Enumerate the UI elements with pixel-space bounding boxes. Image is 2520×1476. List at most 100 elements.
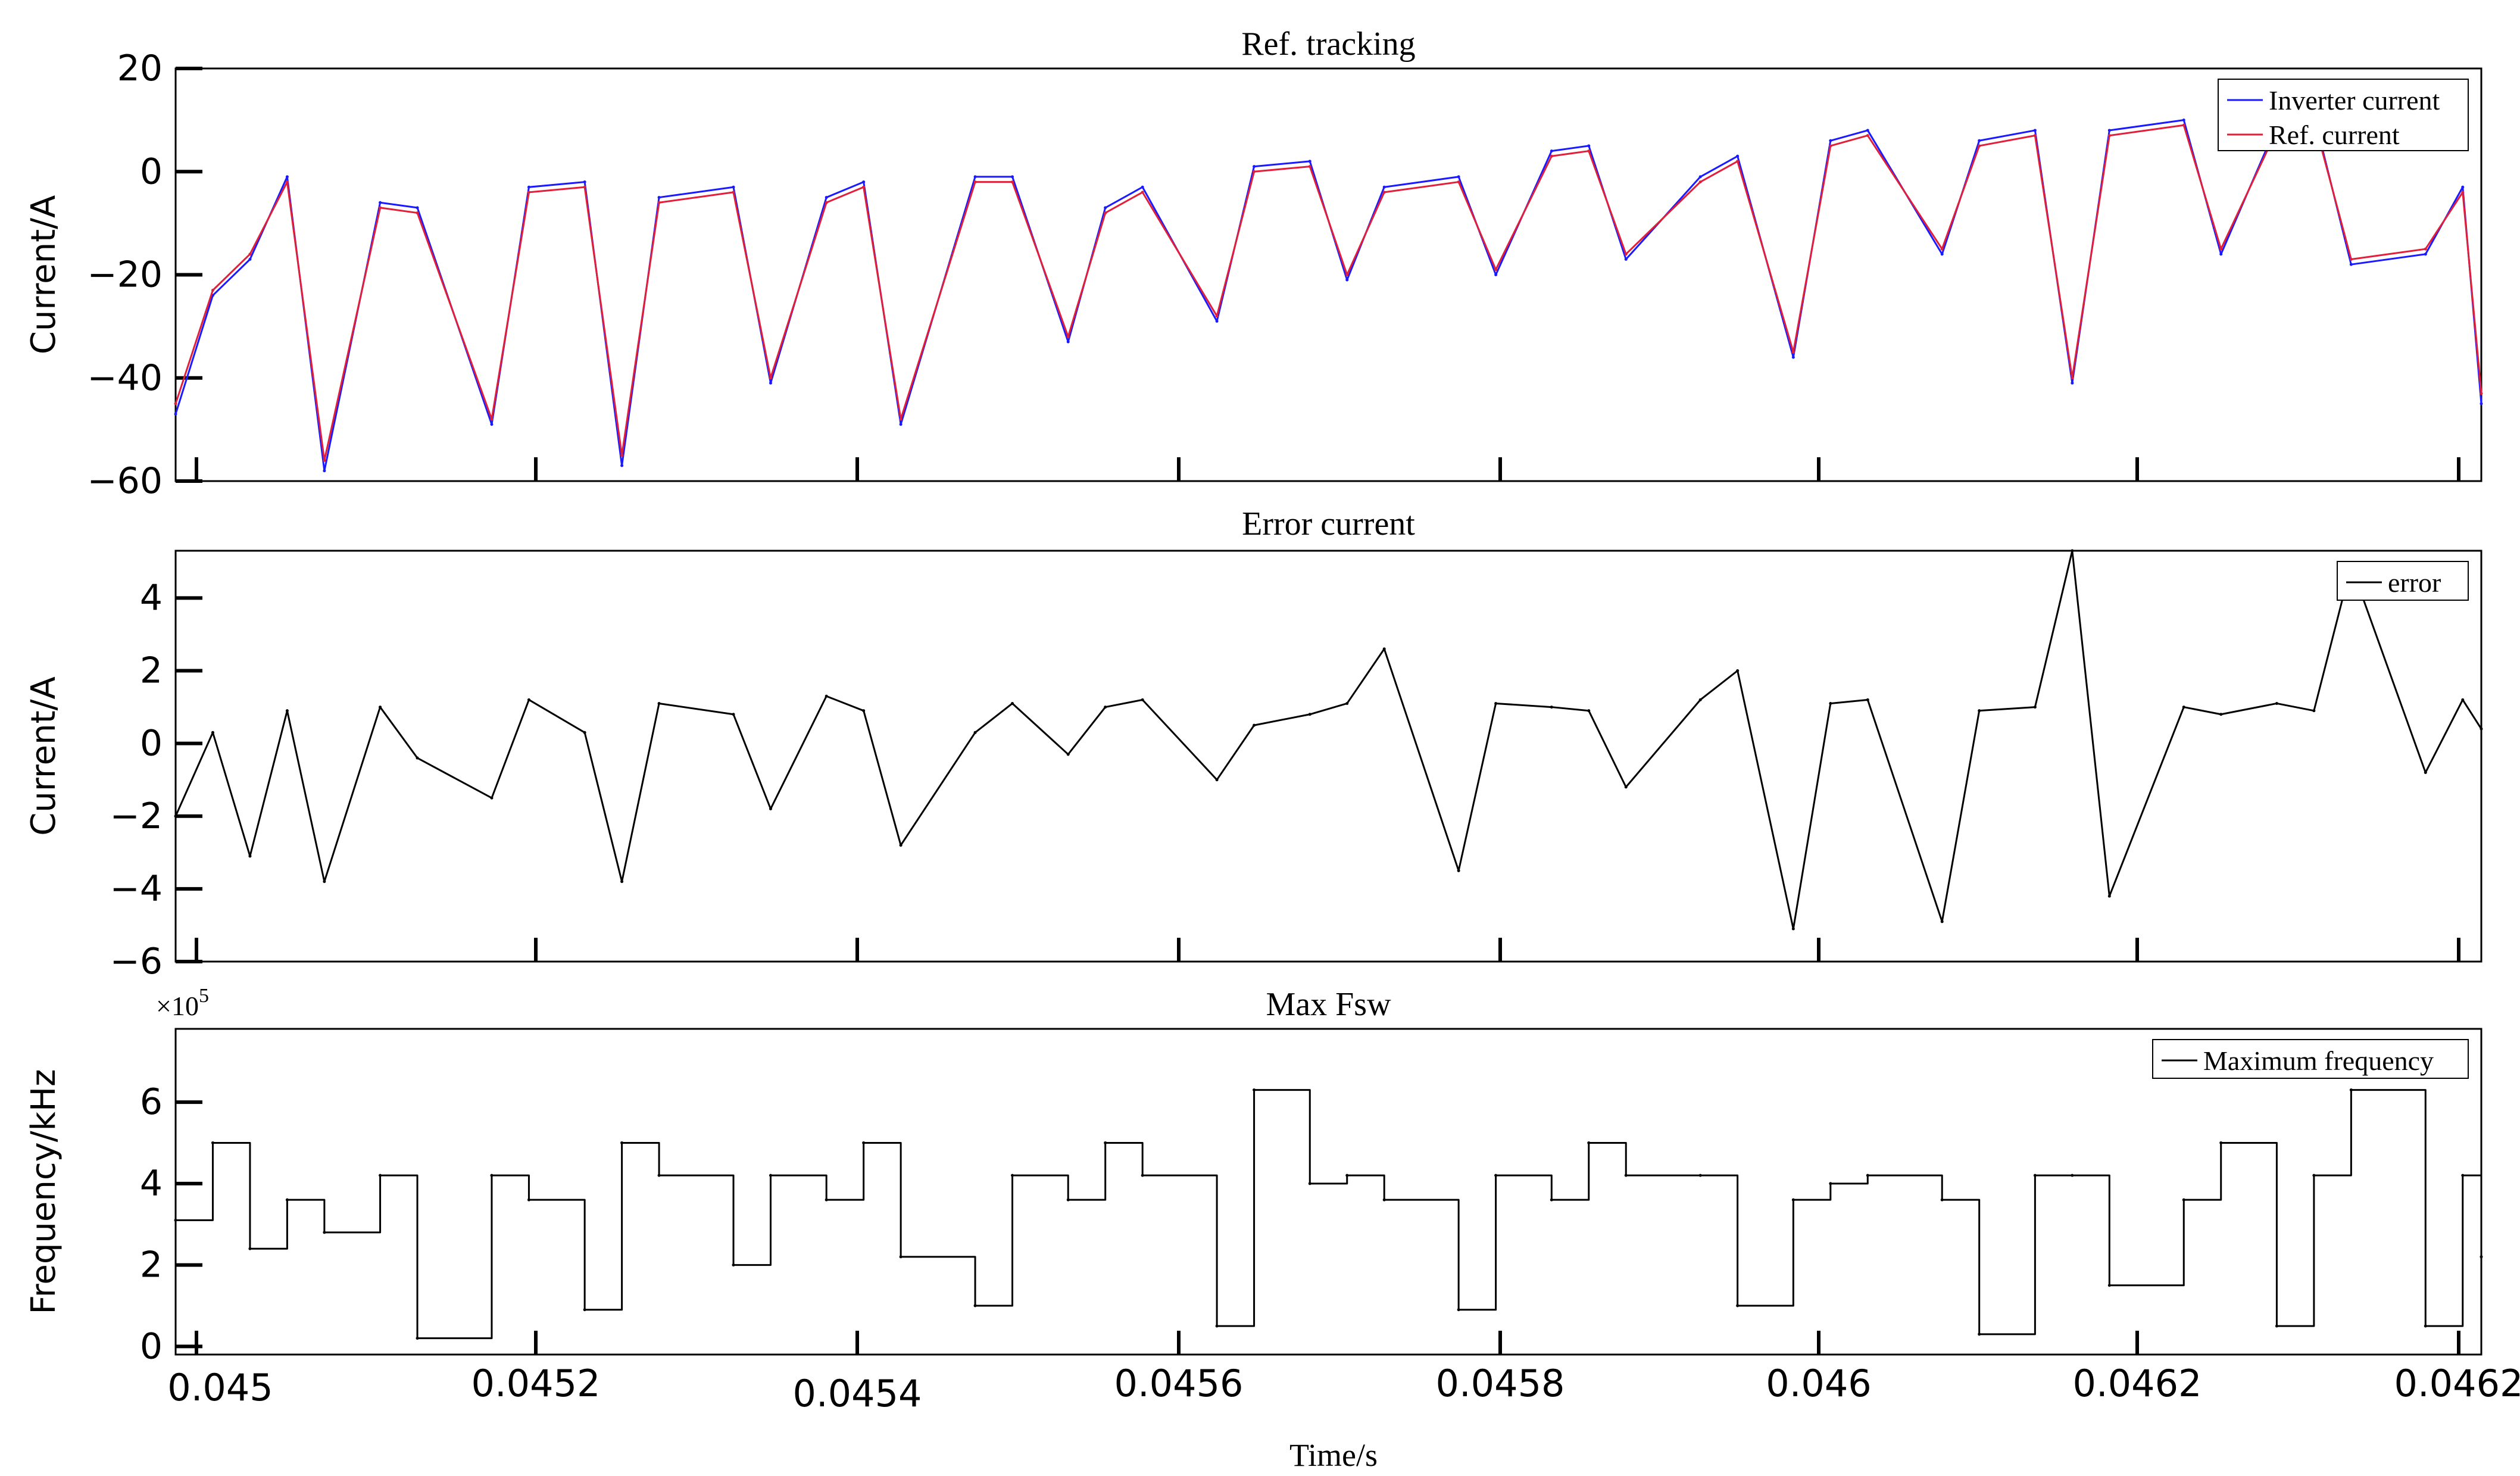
data-point [323,469,326,473]
data-point [1141,185,1144,189]
data-point [2219,713,2223,716]
data-point [583,1308,586,1312]
data-point [620,1141,624,1144]
data-point [285,175,289,179]
data-point [2480,402,2483,405]
data-point [1011,180,1014,184]
data-point [732,1263,735,1267]
data-point [620,464,624,467]
y-axis-label: Frequency/kHz [24,1069,63,1314]
data-point [1940,252,1944,256]
data-point [1308,165,1311,168]
data-point [973,175,977,179]
data-point [1253,1088,1256,1092]
data-point [1550,1198,1553,1202]
data-point [2182,1198,2185,1202]
data-point [583,180,586,184]
data-point [2071,549,2074,553]
legend-label: error [2388,567,2441,598]
data-point [1829,144,1832,148]
data-point [174,1218,177,1222]
series-maximum-frequency [174,1088,2483,1340]
x-tick-label: 0.046 [1766,1362,1872,1405]
data-point [1308,1182,1311,1185]
data-point [1066,340,1070,344]
data-point [2349,1088,2353,1092]
data-point [1587,149,1591,153]
data-point [1791,1198,1795,1202]
data-point [1494,701,1498,705]
data-point [1308,713,1311,716]
data-point [1978,139,1981,142]
data-point [2107,1284,2111,1287]
data-point [1457,1308,1460,1312]
data-point [2071,376,2074,380]
data-point [2033,1174,2037,1177]
x-tick-label: 0.0452 [471,1362,601,1405]
data-point [1382,647,1386,651]
plot-area [174,67,2482,482]
data-point [1215,319,1219,323]
data-point [769,1174,772,1177]
data-point [1624,1174,1628,1177]
data-point [899,844,903,847]
x-axis-label: Time/s [1289,1437,1378,1473]
data-point [248,1247,252,1250]
y-tick-label: 0 [140,723,163,764]
data-point [1550,149,1553,153]
data-point [1066,1198,1070,1202]
data-point [490,423,494,426]
data-point [1215,778,1219,782]
panel-title: Max Fsw [1266,986,1391,1023]
data-point [2349,263,2353,266]
data-point [490,796,494,800]
data-point [1494,273,1498,276]
data-point [1940,920,1944,923]
data-point [862,185,866,189]
series-line [174,550,2482,930]
y-tick-label: −60 [87,460,163,502]
data-point [285,709,289,713]
data-point [527,1198,530,1202]
y-tick-label: 4 [140,577,163,619]
plot-area [174,550,2482,963]
data-point [825,1198,828,1202]
data-point [620,880,624,884]
panel-2: Error current Current/A 4 2 0 −2 −4 −6 error [24,505,2483,982]
data-point [1382,1198,1386,1202]
data-point [973,1304,977,1308]
data-point [1978,144,1981,148]
data-point [1345,701,1349,705]
data-point [2033,706,2037,709]
data-point [973,731,977,734]
data-point [248,258,252,261]
data-point [1624,785,1628,789]
data-point [1494,268,1498,272]
data-point [1866,1174,1869,1177]
x-tick-label: 0.0454 [793,1372,922,1415]
legend: error [2337,561,2469,601]
data-point [1698,175,1702,179]
x-tick-label: 0.0456 [1114,1362,1244,1405]
data-point [248,854,252,858]
data-point [862,1141,866,1144]
data-point [1829,1182,1832,1185]
data-point [1104,1141,1107,1144]
y-tick-label: 0 [140,1325,163,1367]
legend-box [2337,561,2469,601]
data-point [1253,170,1256,173]
data-point [657,1174,661,1177]
data-point [1345,278,1349,282]
data-point [657,701,661,705]
data-point [1308,160,1311,163]
data-point [1698,698,1702,701]
legend-label: Inverter current [2269,85,2440,116]
y-axis-label: Current/A [24,676,63,836]
data-point [2461,185,2465,189]
data-point [379,206,382,210]
data-point [1253,165,1256,168]
data-point [732,185,735,189]
data-point [2275,1324,2278,1328]
data-point [416,1337,419,1340]
data-point [2480,392,2483,395]
